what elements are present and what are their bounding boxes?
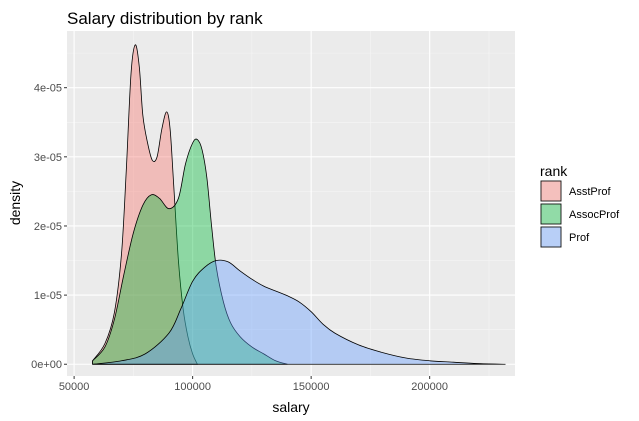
y-axis: 0e+00 1e-05 2e-05 3e-05 4e-05 [31,83,67,371]
legend-key-bg [540,180,562,202]
legend-title: rank [540,163,568,179]
legend-key-prof [540,226,562,248]
x-tick-label: 100000 [174,381,211,393]
y-tick-label: 0e+00 [31,359,62,371]
legend-key-bg [540,203,562,225]
y-tick-label: 1e-05 [34,290,62,302]
legend-key-bg [540,226,562,248]
chart-title: Salary distribution by rank [67,9,263,28]
legend-key-assocprof [540,203,562,225]
x-tick-label: 150000 [293,381,330,393]
grid-minor [67,31,515,376]
legend: rank AsstProf AssocProf Prof [540,163,620,248]
y-tick-label: 2e-05 [34,221,62,233]
x-axis: 50000 100000 150000 200000 [59,376,448,393]
legend-key-asstprof [540,180,562,202]
legend-label-asstprof: AsstProf [569,186,612,198]
legend-label-prof: Prof [569,232,590,244]
y-tick-label: 4e-05 [34,83,62,95]
x-axis-title: salary [272,399,309,415]
density-area-prof [93,259,506,365]
x-tick-label: 200000 [411,381,448,393]
legend-label-assocprof: AssocProf [569,209,620,221]
y-axis-title: density [7,181,23,225]
x-tick-label: 50000 [59,381,90,393]
plot-panel [67,31,515,376]
density-area-asstprof [92,44,198,365]
density-area-assocprof [92,138,288,365]
y-tick-label: 3e-05 [34,152,62,164]
density-areas [92,44,506,365]
